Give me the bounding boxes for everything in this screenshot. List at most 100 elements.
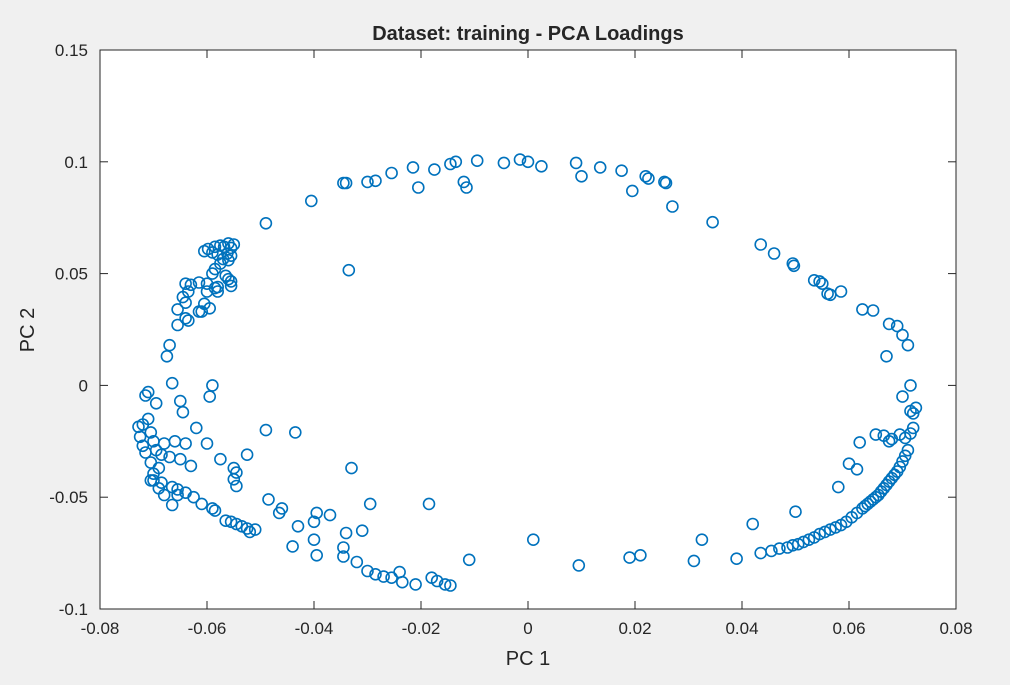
data-point bbox=[304, 194, 318, 208]
data-point bbox=[787, 259, 801, 273]
data-point bbox=[754, 546, 768, 560]
data-point bbox=[385, 166, 398, 180]
data-point bbox=[171, 318, 184, 332]
data-point bbox=[406, 161, 420, 174]
data-point bbox=[240, 448, 254, 462]
data-point bbox=[361, 564, 374, 578]
data-point bbox=[593, 161, 607, 174]
data-point bbox=[659, 176, 673, 190]
data-point bbox=[339, 526, 353, 540]
data-point bbox=[869, 428, 883, 441]
data-point bbox=[339, 176, 353, 190]
data-point bbox=[369, 174, 382, 188]
data-point bbox=[409, 578, 422, 591]
data-point bbox=[625, 184, 639, 198]
data-point bbox=[230, 479, 243, 493]
y-tick-label: 0.1 bbox=[64, 153, 88, 172]
data-point bbox=[411, 181, 425, 194]
data-point bbox=[569, 156, 583, 170]
data-point bbox=[658, 175, 671, 189]
data-point bbox=[224, 249, 238, 262]
data-point bbox=[337, 550, 350, 563]
y-tick-label: -0.1 bbox=[59, 600, 88, 619]
data-point bbox=[896, 390, 909, 403]
data-point bbox=[307, 533, 321, 547]
data-point bbox=[377, 570, 390, 583]
data-point bbox=[184, 278, 198, 292]
data-point bbox=[192, 305, 206, 318]
data-point bbox=[310, 548, 324, 562]
data-point bbox=[882, 317, 896, 331]
data-point bbox=[206, 502, 219, 515]
data-point bbox=[428, 163, 441, 176]
data-point bbox=[195, 497, 208, 511]
data-point bbox=[666, 200, 679, 213]
data-point bbox=[206, 379, 219, 392]
data-point bbox=[342, 263, 356, 277]
data-point bbox=[497, 156, 511, 170]
data-point bbox=[345, 461, 358, 475]
data-point bbox=[171, 483, 184, 496]
data-point bbox=[885, 432, 899, 446]
data-point bbox=[355, 524, 369, 538]
data-point bbox=[831, 480, 845, 494]
data-point bbox=[149, 443, 163, 457]
data-point bbox=[136, 439, 150, 453]
data-point bbox=[850, 462, 864, 476]
data-point bbox=[877, 429, 891, 443]
data-point bbox=[176, 405, 190, 419]
data-point bbox=[171, 303, 184, 316]
data-point bbox=[438, 578, 452, 591]
data-point bbox=[272, 506, 286, 520]
data-point bbox=[219, 514, 232, 528]
data-point bbox=[521, 155, 535, 169]
data-point bbox=[200, 437, 214, 450]
y-tick-label: 0 bbox=[79, 376, 88, 395]
data-point bbox=[179, 277, 192, 291]
data-point bbox=[623, 551, 636, 564]
data-point bbox=[141, 412, 155, 426]
data-point bbox=[139, 389, 152, 402]
x-tick-label: -0.06 bbox=[188, 619, 227, 638]
data-point bbox=[444, 579, 457, 592]
y-tick-label: -0.05 bbox=[49, 488, 88, 507]
data-point bbox=[460, 181, 473, 194]
data-point bbox=[259, 217, 273, 230]
data-point bbox=[369, 567, 382, 581]
data-point bbox=[179, 437, 192, 450]
data-point bbox=[179, 486, 192, 500]
data-point bbox=[639, 170, 653, 183]
x-tick-label: -0.02 bbox=[402, 619, 441, 638]
data-point bbox=[909, 401, 923, 415]
data-point bbox=[695, 533, 709, 547]
data-point bbox=[470, 154, 484, 167]
data-point bbox=[163, 338, 176, 352]
data-point bbox=[323, 508, 337, 522]
x-tick-label: 0.04 bbox=[725, 619, 758, 638]
data-point bbox=[227, 472, 241, 486]
data-point bbox=[307, 515, 321, 529]
y-tick-label: 0.05 bbox=[55, 265, 88, 284]
x-tick-label: 0.02 bbox=[618, 619, 651, 638]
data-point bbox=[687, 554, 701, 568]
data-point bbox=[208, 240, 222, 254]
data-point bbox=[858, 499, 872, 513]
data-point bbox=[203, 390, 216, 403]
data-point bbox=[224, 275, 238, 288]
data-point bbox=[288, 426, 302, 439]
x-axis-label: PC 1 bbox=[506, 648, 550, 670]
data-point bbox=[208, 281, 222, 295]
data-point bbox=[179, 311, 192, 325]
data-point bbox=[789, 505, 802, 519]
data-point bbox=[262, 493, 275, 506]
data-point bbox=[513, 153, 527, 166]
data-point bbox=[149, 396, 163, 410]
data-point bbox=[230, 466, 243, 479]
y-tick-label: 0.15 bbox=[55, 41, 88, 60]
axis-ticks: -0.08 -0.06 -0.04 -0.02 0 0.02 0.04 0.06 0.08 -0.… bbox=[49, 41, 972, 638]
data-point bbox=[286, 540, 299, 553]
data-point bbox=[535, 160, 548, 173]
data-point bbox=[767, 247, 781, 260]
y-axis-label: PC 2 bbox=[17, 308, 39, 352]
